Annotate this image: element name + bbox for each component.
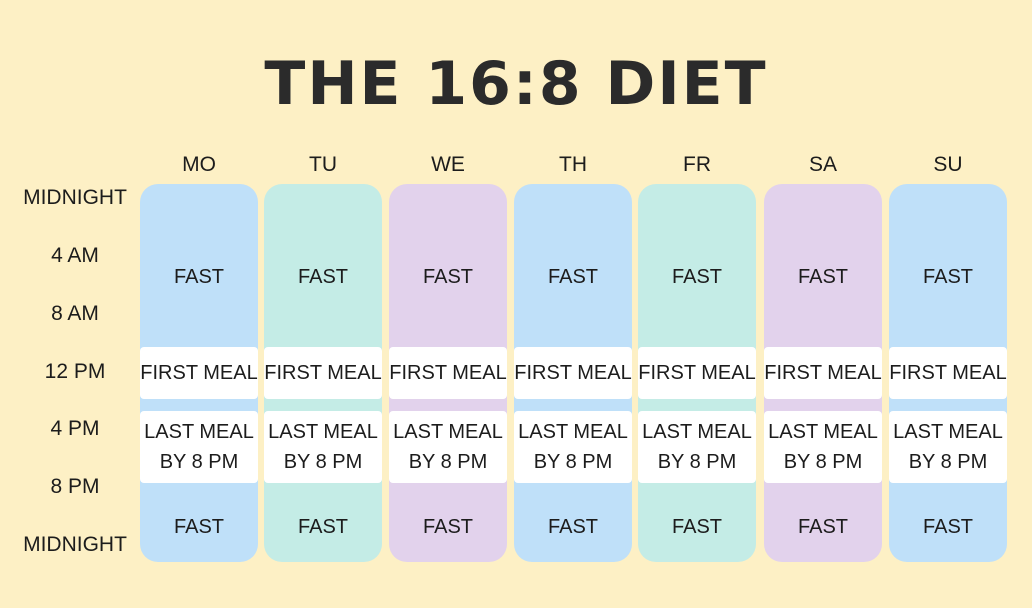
- day-column-mo: FAST FIRST MEAL LAST MEAL BY 8 PM FAST: [140, 184, 258, 562]
- day-column-fr: FAST FIRST MEAL LAST MEAL BY 8 PM FAST: [638, 184, 756, 562]
- day-column-th: FAST FIRST MEAL LAST MEAL BY 8 PM FAST: [514, 184, 632, 562]
- time-label-midnight-end: MIDNIGHT: [23, 533, 127, 556]
- fast-period-night: FAST: [547, 516, 598, 538]
- time-label-midnight-start: MIDNIGHT: [23, 186, 127, 209]
- day-column-sa: FAST FIRST MEAL LAST MEAL BY 8 PM FAST: [764, 184, 882, 562]
- fast-period-night: FAST: [422, 516, 473, 538]
- fast-period-night: FAST: [797, 516, 848, 538]
- last-meal-block: LAST MEAL BY 8 PM: [264, 411, 382, 483]
- page-title: THE 16:8 DIET: [264, 49, 768, 119]
- fast-period-morning: FAST: [922, 266, 973, 288]
- fast-period-morning: FAST: [547, 266, 598, 288]
- day-column-su: FAST FIRST MEAL LAST MEAL BY 8 PM FAST: [889, 184, 1007, 562]
- time-label-8pm: 8 PM: [50, 475, 100, 498]
- first-meal-block: FIRST MEAL: [764, 347, 882, 399]
- first-meal-block: FIRST MEAL: [389, 347, 507, 399]
- fast-period-night: FAST: [173, 516, 224, 538]
- fast-period-morning: FAST: [797, 266, 848, 288]
- day-column-tu: FAST FIRST MEAL LAST MEAL BY 8 PM FAST: [264, 184, 382, 562]
- first-meal-block: FIRST MEAL: [889, 347, 1007, 399]
- last-meal-block: LAST MEAL BY 8 PM: [140, 411, 258, 483]
- day-header-fr: FR: [683, 153, 711, 176]
- day-header-we: WE: [431, 153, 465, 176]
- time-label-8am: 8 AM: [51, 302, 99, 325]
- last-meal-block: LAST MEAL BY 8 PM: [889, 411, 1007, 483]
- first-meal-block: FIRST MEAL: [638, 347, 756, 399]
- first-meal-block: FIRST MEAL: [514, 347, 632, 399]
- first-meal-block: FIRST MEAL: [264, 347, 382, 399]
- fast-period-morning: FAST: [671, 266, 722, 288]
- time-label-12pm: 12 PM: [44, 360, 106, 383]
- fast-period-morning: FAST: [297, 266, 348, 288]
- day-header-mo: MO: [182, 153, 216, 176]
- fast-period-morning: FAST: [173, 266, 224, 288]
- day-header-tu: TU: [309, 153, 337, 176]
- day-header-sa: SA: [808, 153, 837, 176]
- fast-period-night: FAST: [922, 516, 973, 538]
- time-label-4pm: 4 PM: [50, 417, 100, 440]
- fast-period-morning: FAST: [422, 266, 473, 288]
- last-meal-block: LAST MEAL BY 8 PM: [638, 411, 756, 483]
- day-header-th: TH: [559, 153, 587, 176]
- day-column-we: FAST FIRST MEAL LAST MEAL BY 8 PM FAST: [389, 184, 507, 562]
- last-meal-block: LAST MEAL BY 8 PM: [764, 411, 882, 483]
- last-meal-block: LAST MEAL BY 8 PM: [514, 411, 632, 483]
- fast-period-night: FAST: [297, 516, 348, 538]
- first-meal-block: FIRST MEAL: [140, 347, 258, 399]
- time-label-4am: 4 AM: [51, 244, 99, 267]
- last-meal-block: LAST MEAL BY 8 PM: [389, 411, 507, 483]
- fast-period-night: FAST: [671, 516, 722, 538]
- day-header-su: SU: [933, 153, 963, 176]
